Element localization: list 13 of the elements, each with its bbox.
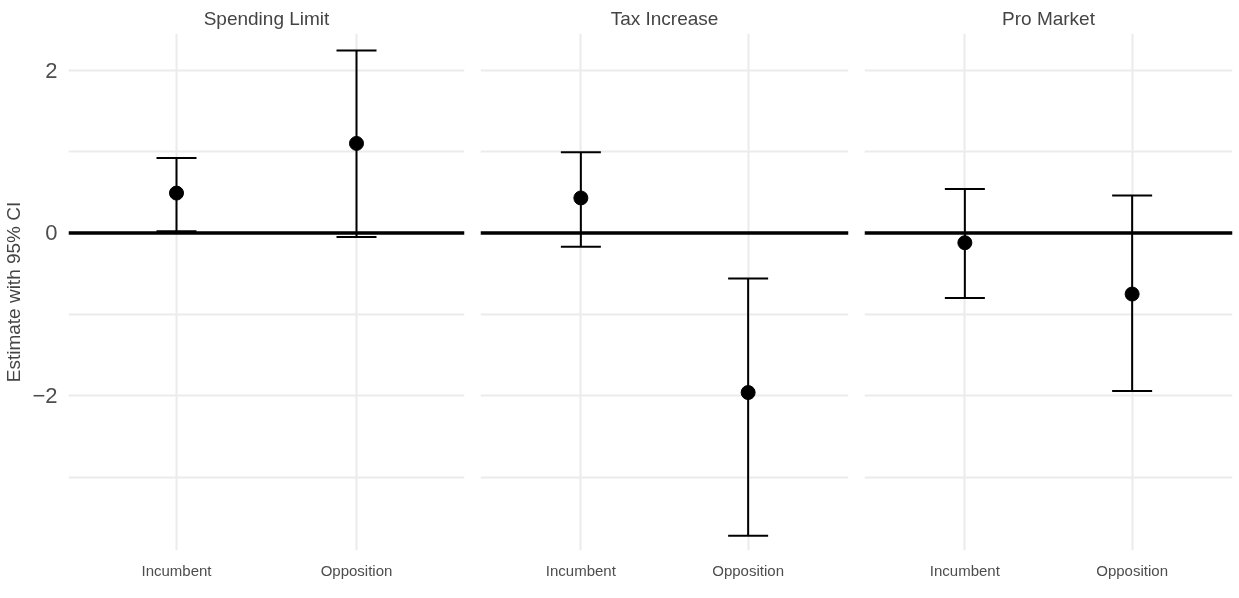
y-axis-title: Estimate with 95% CI: [3, 201, 25, 383]
y-tick-label: −2: [32, 383, 58, 409]
chart-title: Pro Market: [1002, 7, 1096, 29]
x-tick-label: Incumbent: [545, 561, 617, 579]
x-tick-label: Incumbent: [929, 561, 1001, 579]
x-tick-label: Opposition: [712, 561, 784, 579]
x-tick-label: Opposition: [1096, 561, 1168, 579]
y-tick-label: 0: [45, 220, 58, 246]
y-tick-label: 2: [45, 57, 58, 83]
x-tick-label: Opposition: [320, 561, 393, 579]
x-tick-label: Incumbent: [141, 561, 213, 579]
chart-title: Tax Increase: [610, 7, 719, 29]
chart-title: Spending Limit: [203, 7, 331, 29]
